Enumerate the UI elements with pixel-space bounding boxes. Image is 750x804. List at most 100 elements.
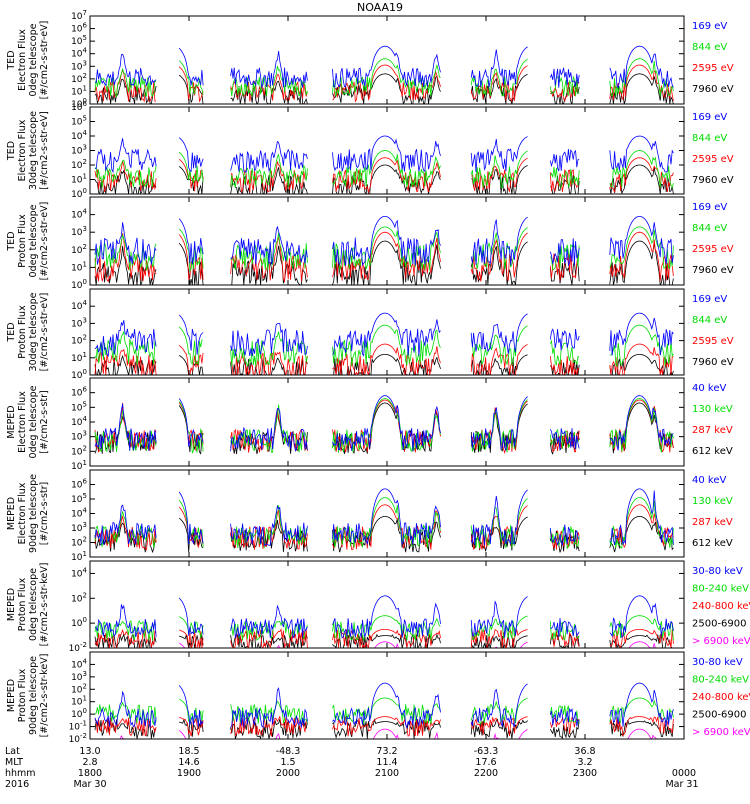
legend-entry: 844 eV [692,223,727,234]
y-tick-exponent: 6 [83,386,88,394]
y-tick-label: 103 [71,225,87,238]
legend-entry: 169 eV [692,202,727,213]
y-tick-label: 105 [71,115,87,128]
y-tick-label: 104 [71,566,87,579]
y-tick-exponent: 4 [83,47,88,55]
series-line-0 [94,515,674,554]
series-line-3 [94,45,674,89]
y-tick-exponent: 2 [83,243,87,251]
bottom-axis-value-mlt: 11.4 [376,757,397,768]
legend-entry: 7960 eV [692,265,734,276]
legend-entry: 40 keV [692,383,726,394]
y-axis-label-line: 30deg telescope [28,292,39,371]
panel-data [94,595,674,648]
y-axis-label-line: 0deg telescope [28,23,39,96]
series-line-0 [95,641,674,648]
y-tick-label: 105 [71,492,87,505]
y-tick-exponent: 1 [83,173,87,181]
legend-entry: 2595 eV [692,63,734,74]
series-line-3 [94,135,674,174]
y-tick-label: 102 [71,682,87,695]
y-tick-exponent: 2 [83,158,87,166]
y-tick-exponent: 2 [83,591,87,599]
legend-entry: 169 eV [692,112,727,123]
y-tick-exponent: 6 [83,100,88,108]
y-tick-exponent: 4 [83,507,88,515]
legend-entry: 612 keV [692,538,733,549]
panel-data [94,216,674,285]
legend-entry: 169 eV [692,294,727,305]
panel-data [94,312,674,375]
y-axis-label-line: Electron Flux [17,482,28,544]
panel-frame [89,377,685,467]
legend-entry: 2595 eV [692,336,734,347]
y-tick-label: 104 [71,129,87,142]
y-tick-exponent: 5 [83,115,87,123]
y-tick-label: 104 [71,507,87,520]
y-tick-label: 103 [71,670,87,683]
series-line-2 [94,150,674,189]
panel-frame [89,288,685,376]
panel-frame [89,15,685,105]
y-tick-exponent: 0 [83,278,87,286]
panel-7: 10-2 100 102 104 MEPED Proton Flux 0deg telesc… [6,560,750,654]
series-line-4 [94,595,674,639]
y-axis-label-line: MEPED [6,679,17,712]
y-tick-label: 102 [71,536,87,549]
y-tick-label: 101 [71,459,87,472]
y-tick-exponent: 3 [83,521,87,529]
series-line-1 [94,632,674,648]
legend-entry: 287 keV [692,425,733,436]
y-axis-label-line: [#/cm2-s-str] [39,482,50,545]
series-line-2 [94,58,674,98]
y-axis-label-line: Electron Flux [17,391,28,453]
y-axis-label-line: TED [6,50,17,70]
y-tick-label: 102 [71,591,87,604]
panel-data [94,135,674,194]
series-line-3 [94,697,674,726]
y-tick-label: 10-2 [69,732,87,745]
y-axis-label-line: TED [6,141,17,161]
y-tick-label: 100 [71,368,87,381]
series-line-1 [94,157,674,194]
y-tick-exponent: 5 [83,492,87,500]
y-axis-label-line: MEPED [6,497,17,530]
y-tick-exponent: 0 [83,368,87,376]
y-axis-label-line: 30deg telescope [28,111,39,190]
y-tick-exponent: 4 [83,208,88,216]
legend-entry: > 6900 keV [692,636,750,647]
legend-entry: 80-240 keV [692,675,749,686]
y-axis-label-line: TED [6,322,17,342]
y-tick-exponent: 0 [83,97,87,105]
bottom-axis-value-hhmm: 2200 [474,768,498,779]
legend-entry: 844 eV [692,315,727,326]
bottom-axis-value-hhmm: 2000 [276,768,300,779]
y-tick-label: 102 [71,72,87,85]
y-axis-label-line: [#/cm2-s-str-keV] [39,563,50,647]
bottom-axis-value-mlt: 17.6 [475,757,496,768]
panel-data [94,682,674,739]
y-tick-exponent: 6 [83,22,88,30]
legend-entry: > 6900 keV [692,727,750,738]
y-tick-exponent: 2 [83,444,87,452]
bottom-axis-value-hhmm: 2300 [573,768,597,779]
series-line-1 [94,399,674,455]
legend-entry: 612 keV [692,446,733,457]
panel-data [94,45,674,104]
bottom-row-label: MLT [5,757,23,768]
bottom-axis-value-mlt: 1.5 [280,757,295,768]
bottom-axis-value-hhmm: 2100 [375,768,399,779]
y-axis-label-line: Electron Flux [17,29,28,91]
y-axis-label-line: Proton Flux [17,577,28,631]
series-line-1 [94,64,674,103]
y-tick-exponent: 0 [83,187,87,195]
y-axis-label-line: [#/cm2-s-str-eV] [39,21,50,100]
series-line-2 [94,715,674,737]
legend-entry: 2500-6900 [692,710,747,721]
bottom-row-label: hhmm [5,768,36,779]
y-axis-label-line: [#/cm2-s-str-eV] [39,202,50,281]
y-tick-label: 100 [71,707,87,720]
y-tick-label: 103 [71,316,87,329]
